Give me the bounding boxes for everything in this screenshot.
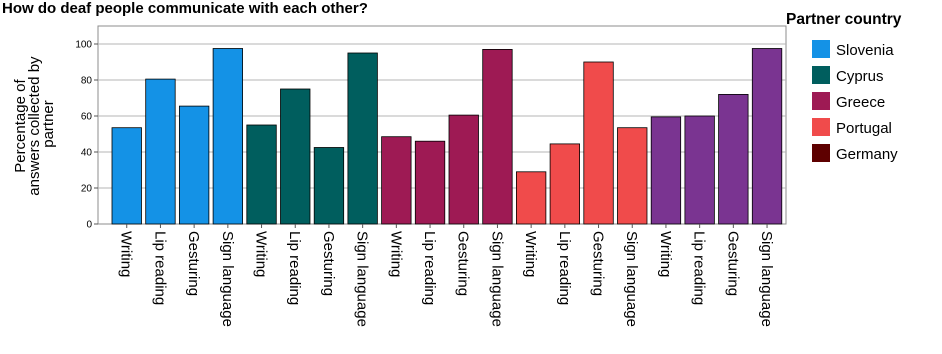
- bar: [347, 52, 378, 225]
- y-tick-label: 0: [86, 220, 92, 231]
- bar: [178, 105, 210, 225]
- x-tick-label: Lip reading: [556, 231, 573, 305]
- x-tick-label: Sign language: [488, 231, 505, 327]
- x-tick-label: Sign language: [623, 231, 640, 327]
- x-tick-label: Gesturing: [590, 231, 607, 296]
- y-tick-label: 60: [81, 112, 93, 123]
- bar: [246, 124, 277, 225]
- legend-item-label: Portugal: [836, 120, 892, 137]
- x-tick-label: Gesturing: [185, 231, 202, 296]
- bar: [549, 143, 580, 225]
- x-axis-labels: Writing Lip reading Gesturing Sign language…: [118, 224, 775, 327]
- legend-swatch: [812, 92, 830, 110]
- bar: [212, 48, 243, 225]
- legend: Partner country Slovenia Cyprus Greece Port…: [786, 11, 902, 163]
- legend-item-label: Slovenia: [836, 42, 894, 59]
- y-axis-title-line-2: answers collected by: [26, 56, 43, 196]
- y-axis-ticks: 0 20 40 60 80 100: [75, 40, 98, 231]
- bar: [280, 88, 311, 225]
- bar: [414, 140, 446, 225]
- x-tick-label: Sign language: [354, 231, 371, 327]
- bar: [650, 116, 682, 225]
- bar: [684, 115, 715, 225]
- x-tick-label: Writing: [657, 231, 674, 277]
- y-axis-title-line-1: Percentage of: [12, 79, 29, 173]
- x-tick-label: Lip reading: [421, 231, 438, 305]
- bar: [583, 61, 614, 225]
- x-tick-label: Writing: [387, 231, 404, 277]
- x-tick-label: Sign language: [219, 231, 236, 327]
- x-tick-label: Writing: [522, 231, 539, 277]
- y-axis-title-line-3: partner: [40, 100, 57, 148]
- legend-swatch: [812, 118, 830, 136]
- bar: [482, 49, 513, 225]
- chart-title: How do deaf people communicate with each…: [2, 0, 368, 17]
- x-tick-label: Sign language: [758, 231, 775, 327]
- legend-item-label: Greece: [836, 94, 885, 111]
- x-tick-label: Lip reading: [691, 231, 708, 305]
- bar: [448, 114, 479, 225]
- bar: [718, 94, 749, 225]
- bar: [145, 78, 176, 225]
- bar: [617, 127, 648, 225]
- bar: [516, 171, 547, 225]
- y-tick-label: 40: [81, 148, 93, 159]
- x-tick-label: Lip reading: [151, 231, 168, 305]
- legend-swatch: [812, 144, 830, 162]
- x-tick-label: Writing: [253, 231, 270, 277]
- x-tick-label: Writing: [118, 231, 135, 277]
- x-tick-label: Gesturing: [724, 231, 741, 296]
- y-tick-label: 20: [81, 184, 93, 195]
- y-tick-label: 100: [75, 40, 92, 51]
- bar: [751, 48, 783, 225]
- legend-swatch: [812, 40, 830, 58]
- bar: [381, 136, 412, 225]
- bar: [111, 127, 142, 225]
- x-tick-label: Gesturing: [320, 231, 337, 296]
- legend-title: Partner country: [786, 11, 902, 28]
- x-tick-label: Gesturing: [455, 231, 472, 296]
- x-tick-label: Lip reading: [286, 231, 303, 305]
- y-tick-label: 80: [81, 76, 93, 87]
- legend-item-label: Germany: [836, 146, 898, 163]
- bar: [313, 147, 345, 225]
- legend-swatch: [812, 66, 830, 84]
- y-axis-title: Percentage of answers collected by partn…: [12, 52, 57, 195]
- legend-item-label: Cyprus: [836, 68, 884, 85]
